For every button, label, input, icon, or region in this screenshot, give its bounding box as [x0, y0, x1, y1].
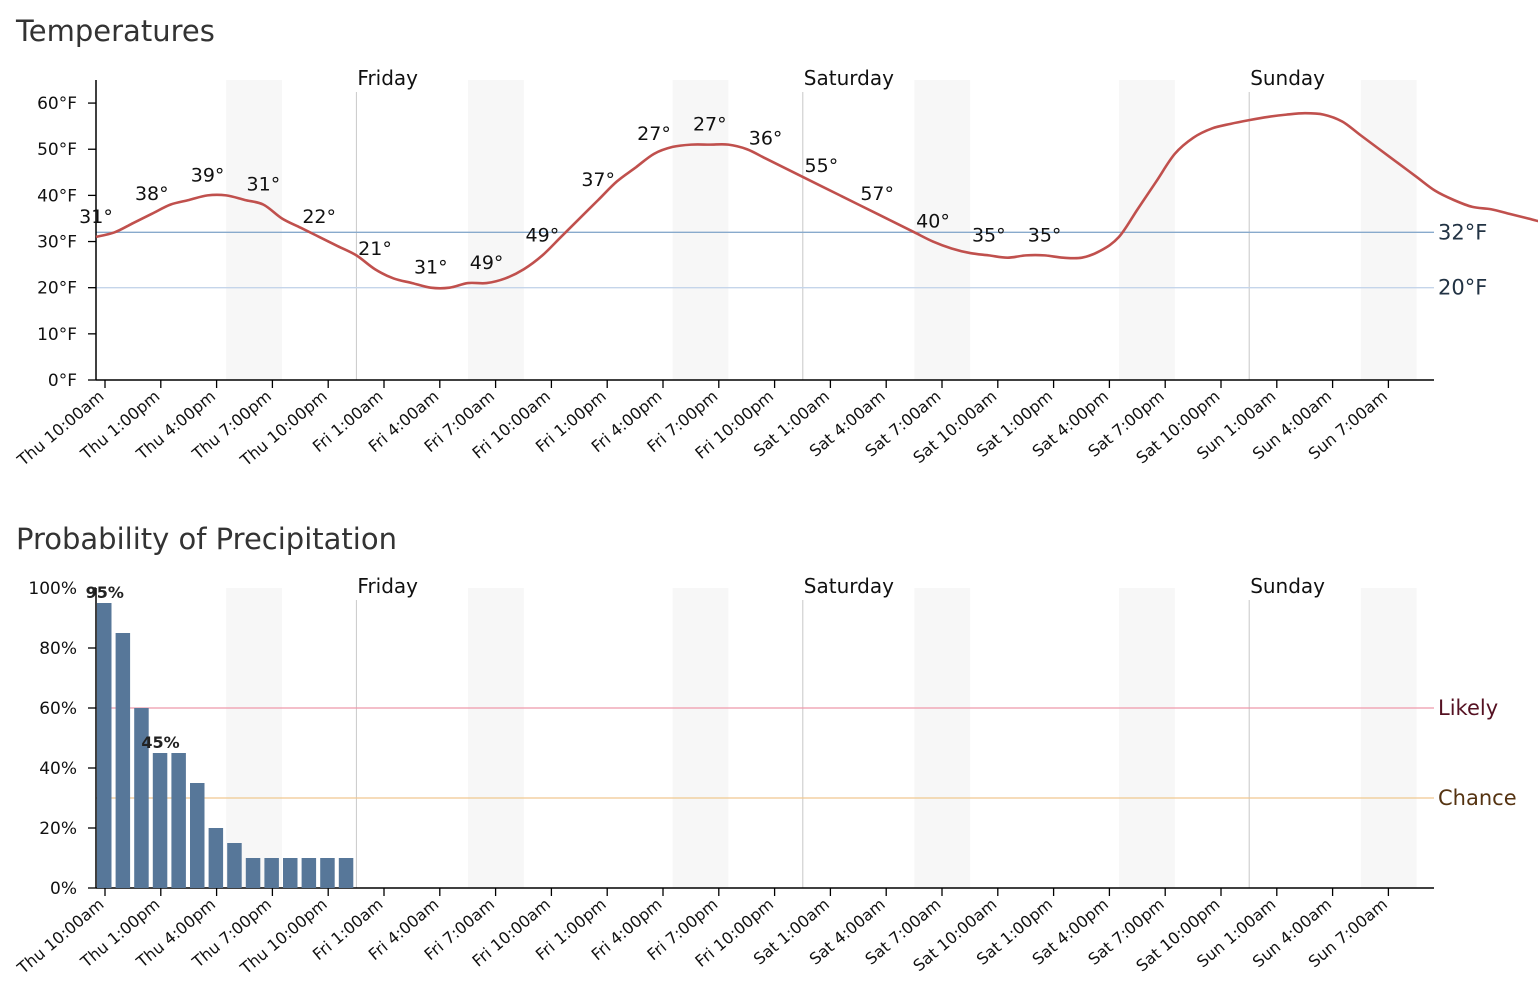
temperature-title: Temperatures: [15, 14, 215, 48]
temperature-data-label: 22°: [302, 206, 336, 228]
temp-shaded-band: [468, 80, 524, 380]
precipitation-bar: [208, 828, 224, 888]
precipitation-bar: [152, 753, 168, 888]
temp-y-tick-label: 50°F: [37, 140, 77, 160]
temperature-data-label: 55°: [805, 155, 839, 177]
temperature-data-label: 36°: [749, 127, 783, 149]
precip-shaded-band: [672, 588, 729, 888]
precipitation-bar: [171, 753, 186, 888]
precipitation-bar: [245, 858, 261, 888]
temperature-data-label: 35°: [1028, 224, 1062, 246]
precip-y-tick-label: 100%: [28, 579, 77, 599]
precip-y-tick-label: 80%: [39, 639, 77, 659]
precip-day-label: Sunday: [1250, 574, 1325, 598]
precipitation-bar: [264, 858, 279, 888]
temperature-data-label: 49°: [526, 224, 560, 246]
precip-y-tick-label: 0%: [50, 879, 77, 899]
precipitation-bar: [190, 783, 205, 888]
precipitation-chart: Probability of Precipitation Friday Satur…: [13, 522, 1517, 978]
temperature-data-label: 35°: [972, 224, 1006, 246]
temperature-data-label: 38°: [135, 183, 169, 205]
temp-y-tick-label: 30°F: [37, 233, 77, 253]
temp-shaded-band: [914, 80, 971, 380]
temperature-data-label: 49°: [470, 252, 504, 274]
precipitation-bar: [301, 858, 317, 888]
temperature-chart: Temperatures Friday Saturday Sunday 32°F 20°…: [13, 14, 1538, 470]
precip-shaded-band: [468, 588, 524, 888]
precip-y-tick-label: 20%: [39, 819, 77, 839]
temperature-data-label: 31°: [414, 257, 448, 279]
temperature-data-label: 37°: [581, 169, 615, 191]
temperature-data-label: 31°: [79, 206, 113, 228]
precip-shaded-band: [914, 588, 971, 888]
temp-y-tick-label: 60°F: [37, 94, 77, 114]
temp-day-label: Saturday: [804, 66, 894, 90]
precipitation-data-label: 45%: [141, 733, 179, 752]
precipitation-bar: [283, 858, 298, 888]
temp-y-tick-label: 0°F: [48, 371, 77, 391]
precip-y-tick-label: 60%: [39, 699, 77, 719]
temp-day-label: Sunday: [1250, 66, 1325, 90]
precipitation-bar: [134, 708, 149, 888]
temperature-data-label: 57°: [860, 183, 894, 205]
precip-day-label: Saturday: [804, 574, 894, 598]
temp-y-tick-label: 20°F: [37, 279, 77, 299]
temp-reference-label: 20°F: [1438, 276, 1487, 300]
temperature-data-label: 39°: [191, 164, 225, 186]
temp-y-tick-label: 40°F: [37, 186, 77, 206]
precipitation-bar: [338, 858, 354, 888]
precip-shaded-band: [1119, 588, 1175, 888]
precipitation-bar: [227, 843, 242, 888]
precipitation-bar: [320, 858, 335, 888]
precipitation-bar: [115, 633, 131, 888]
temp-y-tick-label: 10°F: [37, 325, 77, 345]
precip-y-tick-label: 40%: [39, 759, 77, 779]
precip-shaded-band: [226, 588, 282, 888]
temperature-series-line: [95, 111, 1538, 290]
temp-shaded-band: [672, 80, 729, 380]
precip-shaded-band: [1360, 588, 1417, 888]
temp-shaded-band: [1119, 80, 1175, 380]
precipitation-bar: [97, 603, 112, 888]
temperature-data-label: 31°: [247, 174, 281, 196]
temp-shaded-band: [1360, 80, 1417, 380]
temperature-data-label: 27°: [637, 123, 671, 145]
temperature-data-label: 40°: [916, 211, 950, 233]
temperature-data-label: 21°: [358, 238, 392, 260]
precip-reference-label: Likely: [1438, 696, 1498, 720]
temp-shaded-band: [226, 80, 282, 380]
precip-day-label: Friday: [357, 574, 418, 598]
temp-day-label: Friday: [357, 66, 418, 90]
temperature-data-label: 27°: [693, 114, 727, 136]
precip-reference-label: Chance: [1438, 786, 1517, 810]
precipitation-title: Probability of Precipitation: [16, 522, 397, 556]
precipitation-data-label: 95%: [86, 583, 124, 602]
temp-reference-label: 32°F: [1438, 220, 1487, 244]
